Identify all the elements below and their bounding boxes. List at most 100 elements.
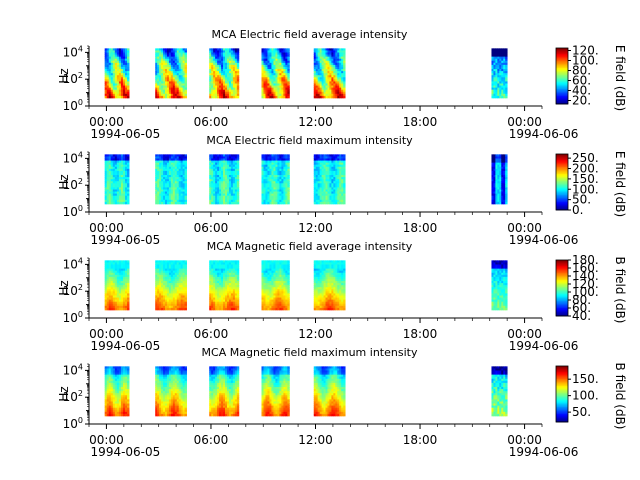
x-tick-label: 00:00 <box>507 327 542 341</box>
x-tick-label: 06:00 <box>194 433 229 447</box>
x-tick-date: 1994-06-06 <box>509 445 579 459</box>
colorbar-tick-label: 0. <box>572 203 583 217</box>
y-tick-label: 102 <box>63 283 83 298</box>
x-tick-label: 00:00 <box>89 115 124 129</box>
spectrogram-segment <box>209 366 240 417</box>
colorbar-tick-label: 50. <box>572 405 591 419</box>
colorbar-label: B field (dB) <box>613 363 627 430</box>
colorbar: 0.50.100.150.200.250. E field (dB) <box>555 151 627 217</box>
spectrogram-segment <box>155 154 187 205</box>
colorbar-label: B field (dB) <box>613 257 627 324</box>
y-tick-label: 104 <box>63 362 83 377</box>
spectrogram-segment <box>209 154 240 205</box>
panel-4: MCA Magnetic field maximum intensity 100 1… <box>57 346 627 459</box>
y-tick-label: 100 <box>63 416 83 431</box>
colorbar-tick-label: 200. <box>572 162 599 176</box>
x-tick-label: 06:00 <box>194 221 229 235</box>
x-tick-date: 1994-06-05 <box>91 233 161 247</box>
colorbar-tick-label: 40. <box>572 309 591 323</box>
x-tick-label: 06:00 <box>194 115 229 129</box>
y-axis-label: Hz <box>57 68 71 83</box>
panel-3: MCA Magnetic field average intensity 100 1… <box>57 240 627 353</box>
colorbar-tick-label: 100. <box>572 389 599 403</box>
x-tick-label: 18:00 <box>403 327 438 341</box>
x-tick-label: 00:00 <box>507 221 542 235</box>
colorbar-tick-label: 140. <box>572 269 599 283</box>
x-tick-date: 1994-06-05 <box>91 339 161 353</box>
x-tick-label: 18:00 <box>403 115 438 129</box>
spectrogram-segment <box>313 48 346 99</box>
x-tick-date: 1994-06-06 <box>509 127 579 141</box>
spectrogram-segment <box>104 366 130 417</box>
y-tick-label: 100 <box>63 310 83 325</box>
y-axis-label: Hz <box>57 386 71 401</box>
panel-title: MCA Electric field average intensity <box>212 28 408 41</box>
x-tick-label: 00:00 <box>507 115 542 129</box>
x-tick-label: 18:00 <box>403 433 438 447</box>
colorbar-label: E field (dB) <box>613 45 627 111</box>
colorbar-tick-label: 60. <box>572 301 591 315</box>
spectrogram-segment <box>491 366 508 417</box>
x-tick-label: 12:00 <box>298 221 333 235</box>
colorbar-tick-label: 150. <box>572 372 599 386</box>
colorbar-tick-label: 100. <box>572 285 599 299</box>
x-tick-label: 12:00 <box>298 115 333 129</box>
colorbar: 50. 100. 150. B field (dB) <box>555 363 627 430</box>
panel-title: MCA Electric field maximum intensity <box>206 134 413 147</box>
spectrogram-segment <box>261 48 290 99</box>
spectrogram-segment <box>104 154 130 205</box>
spectrogram-segment <box>261 366 290 417</box>
spectrogram-segment <box>261 154 290 205</box>
y-axis-label: Hz <box>57 174 71 189</box>
y-tick-label: 100 <box>63 204 83 219</box>
colorbar-tick-label: 100. <box>572 54 599 68</box>
y-tick-label: 100 <box>63 98 83 113</box>
y-tick-label: 104 <box>63 150 83 165</box>
colorbar-frame <box>555 259 569 317</box>
x-tick-label: 18:00 <box>403 221 438 235</box>
colorbar-tick-label: 160. <box>572 261 599 275</box>
colorbar-tick-label: 120. <box>572 44 599 58</box>
colorbar-frame <box>555 153 569 211</box>
spectrogram-segment <box>209 48 240 99</box>
spectrogram-segment <box>313 154 346 205</box>
colorbar-frame <box>555 47 569 105</box>
x-tick-label: 06:00 <box>194 327 229 341</box>
x-tick-date: 1994-06-05 <box>91 127 161 141</box>
panel-1: MCA Electric field average intensity 100 1… <box>57 28 627 141</box>
colorbar-tick-label: 60. <box>572 74 591 88</box>
x-tick-label: 00:00 <box>507 433 542 447</box>
spectrogram-segment <box>155 366 187 417</box>
panel-2: MCA Electric field maximum intensity 100 1… <box>57 134 627 247</box>
colorbar: 40.60.80.100.120.140.160.180. B field (dB… <box>555 253 627 324</box>
spectrogram-segment <box>261 260 290 311</box>
colorbar-frame <box>555 365 569 423</box>
y-axis-label: Hz <box>57 280 71 295</box>
colorbar-label: E field (dB) <box>613 151 627 217</box>
spectrogram-segment <box>313 260 346 311</box>
colorbar-tick-label: 120. <box>572 277 599 291</box>
spectrogram-segment <box>155 260 187 311</box>
x-tick-label: 00:00 <box>89 221 124 235</box>
colorbar: 20.40.60.80.100.120. E field (dB) <box>555 44 627 111</box>
colorbar-tick-label: 250. <box>572 151 599 165</box>
y-tick-label: 104 <box>63 44 83 59</box>
colorbar-tick-label: 20. <box>572 94 591 108</box>
colorbar-tick-label: 80. <box>572 64 591 78</box>
colorbar-tick-label: 50. <box>572 193 591 207</box>
spectrogram-segment <box>155 48 187 99</box>
x-tick-label: 12:00 <box>298 327 333 341</box>
spectrogram-segment <box>104 48 130 99</box>
x-tick-label: 00:00 <box>89 433 124 447</box>
panel-title: MCA Magnetic field average intensity <box>207 240 413 253</box>
panel-title: MCA Magnetic field maximum intensity <box>202 346 418 359</box>
x-tick-date: 1994-06-05 <box>91 445 161 459</box>
y-tick-label: 104 <box>63 256 83 271</box>
spectrogram-segment <box>209 260 240 311</box>
spectrogram-segment <box>313 366 346 417</box>
x-tick-label: 12:00 <box>298 433 333 447</box>
y-tick-label: 102 <box>63 71 83 86</box>
x-tick-date: 1994-06-06 <box>509 339 579 353</box>
colorbar-tick-label: 150. <box>572 172 599 186</box>
